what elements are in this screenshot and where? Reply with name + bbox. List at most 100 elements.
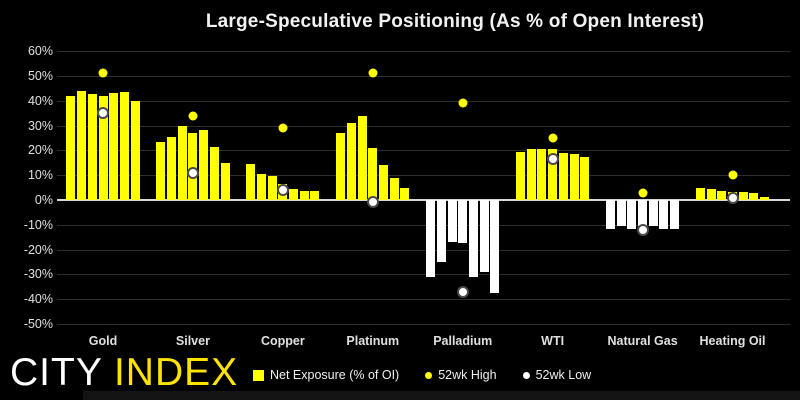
- net-exposure-bar: [648, 200, 658, 227]
- net-exposure-bar: [436, 200, 446, 263]
- net-exposure-bar: [468, 200, 478, 277]
- 52wk-high-dot: [98, 68, 108, 78]
- net-exposure-bar: [256, 173, 266, 200]
- net-exposure-bar: [558, 152, 568, 200]
- net-exposure-bar: [490, 200, 500, 294]
- logo-text-city: CITY: [10, 351, 114, 394]
- net-exposure-bar: [638, 200, 648, 227]
- 52wk-low-dot: [97, 107, 109, 120]
- bottom-strip: [83, 391, 800, 400]
- legend-item-net-exposure: Net Exposure (% of OI): [253, 368, 399, 382]
- gridline: [57, 274, 790, 276]
- net-exposure-bar: [526, 149, 536, 200]
- logo-text-index: INDEX: [113, 351, 239, 394]
- gridline: [57, 75, 790, 77]
- net-exposure-bar: [289, 188, 299, 200]
- net-exposure-bar: [177, 125, 187, 200]
- net-exposure-bar: [400, 187, 410, 200]
- net-exposure-bar: [98, 95, 108, 200]
- category-label: Heating Oil: [699, 334, 766, 348]
- y-axis-tick-label: 50%: [27, 68, 53, 83]
- legend-item-52wk-high: 52wk High: [425, 368, 497, 382]
- 52wk-low-dot: [366, 196, 379, 209]
- net-exposure-bar: [188, 132, 198, 200]
- gridline: [57, 224, 790, 226]
- 52wk-low-dot: [636, 223, 649, 236]
- net-exposure-bar: [516, 151, 526, 200]
- chart-title: Large-Speculative Positioning (As % of O…: [205, 11, 705, 32]
- net-exposure-bar: [605, 200, 615, 229]
- y-axis-tick-label: 0%: [34, 193, 53, 207]
- 52wk-high-dot: [728, 170, 737, 180]
- net-exposure-bar: [109, 93, 119, 200]
- net-exposure-bar: [695, 188, 705, 200]
- y-axis-tick-label: 20%: [27, 143, 53, 158]
- category-label: Gold: [88, 334, 118, 348]
- net-exposure-bar: [426, 200, 436, 277]
- net-exposure-bar: [580, 156, 590, 200]
- 52wk-low-dot: [186, 166, 199, 179]
- 52wk-high-dot: [638, 188, 648, 198]
- net-exposure-bar: [310, 191, 320, 200]
- net-exposure-bar: [717, 190, 727, 200]
- legend-item-52wk-low: 52wk Low: [522, 368, 592, 382]
- y-axis-tick-label: 40%: [27, 93, 53, 108]
- net-exposure-bar: [199, 130, 209, 200]
- net-exposure-bar: [706, 189, 716, 200]
- 52wk-low-dot: [726, 191, 739, 204]
- net-exposure-bar: [66, 95, 76, 200]
- net-exposure-bar: [616, 200, 626, 227]
- y-axis-tick-label: 30%: [27, 118, 53, 133]
- 52wk-high-dot: [278, 123, 288, 133]
- net-exposure-bar: [246, 163, 256, 200]
- net-exposure-bar: [670, 200, 680, 229]
- y-axis-tick-label: -40%: [23, 292, 53, 307]
- net-exposure-bar: [87, 94, 97, 200]
- net-exposure-bar: [378, 165, 388, 200]
- category-label: WTI: [541, 334, 565, 348]
- gridline: [57, 249, 790, 251]
- gridline: [57, 125, 790, 127]
- city-index-logo: CITY INDEX: [10, 351, 238, 395]
- y-axis-tick-label: -30%: [23, 267, 53, 282]
- gridline: [57, 150, 790, 152]
- gridline: [57, 175, 790, 177]
- net-exposure-bar: [299, 191, 309, 200]
- net-exposure-bar: [760, 196, 770, 200]
- gridline: [57, 100, 790, 102]
- legend-label-net-exposure: Net Exposure (% of OI): [270, 368, 400, 382]
- 52wk-low-dot: [456, 285, 469, 298]
- 52wk-low-dot: [276, 184, 289, 197]
- category-label: Palladium: [433, 334, 493, 348]
- 52wk-low-dot: [546, 153, 559, 166]
- net-exposure-bar: [569, 154, 579, 200]
- gridline: [57, 324, 790, 326]
- 52wk-high-dot: [458, 98, 468, 108]
- net-exposure-bar: [119, 91, 129, 200]
- category-label: Platinum: [346, 334, 400, 348]
- net-exposure-bar: [749, 193, 759, 200]
- net-exposure-bar: [458, 200, 468, 244]
- 52wk-high-dot: [548, 133, 558, 143]
- y-axis-tick-label: 60%: [27, 44, 53, 58]
- net-exposure-swatch-icon: [253, 369, 264, 381]
- category-label: Copper: [260, 334, 305, 348]
- legend-label-52wk-high: 52wk High: [438, 368, 497, 382]
- net-exposure-bar: [368, 147, 378, 200]
- net-exposure-bar: [209, 146, 219, 200]
- net-exposure-bar: [659, 200, 669, 229]
- net-exposure-bar: [548, 149, 558, 200]
- gridline: [57, 299, 790, 301]
- zero-axis-line: [57, 199, 790, 201]
- net-exposure-bar: [77, 90, 87, 200]
- net-exposure-bar: [447, 200, 457, 243]
- net-exposure-bar: [167, 136, 177, 200]
- net-exposure-bar: [357, 115, 367, 200]
- net-exposure-bar: [346, 123, 356, 200]
- 52wk-high-dot-icon: [425, 371, 433, 379]
- y-axis-tick-label: -10%: [23, 217, 53, 232]
- 52wk-high-dot: [368, 68, 378, 78]
- net-exposure-bar: [479, 200, 489, 273]
- legend-label-52wk-low: 52wk Low: [535, 368, 592, 382]
